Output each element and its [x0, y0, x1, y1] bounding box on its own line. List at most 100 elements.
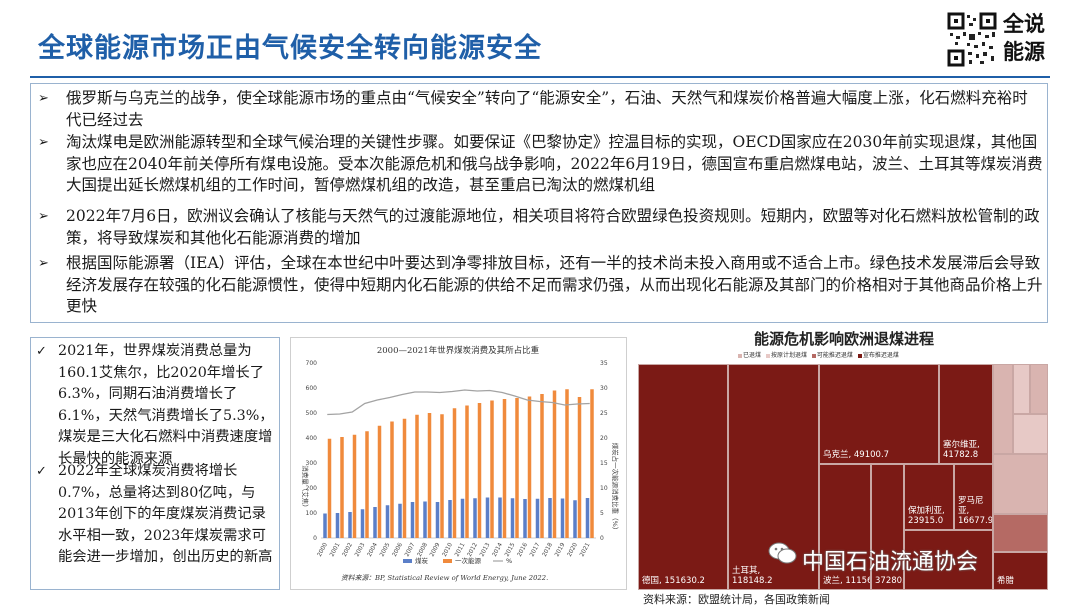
y-tick-label-left: 500	[306, 410, 318, 417]
treemap-cell-germany: 德国, 151630.2	[638, 364, 728, 590]
bar-primary-energy	[465, 405, 469, 538]
x-tick-label: 2001	[329, 542, 341, 558]
x-tick-label: 2021	[579, 542, 591, 558]
bar-primary-energy	[577, 397, 582, 538]
coal-consumption-chart: 2000—2021年世界煤炭消费及其所占比重 01002003004005006…	[301, 345, 620, 582]
bar-coal	[348, 512, 352, 538]
bar-coal	[573, 500, 577, 538]
x-tick-label: 2003	[354, 542, 366, 558]
treemap-cell-poland: 波兰, 111560.3	[819, 464, 871, 590]
coal-phaseout-treemap: 能源危机影响欧洲退煤进程 已退煤 按原计划退煤 可能推迟退煤 宣布推迟退煤 德国…	[636, 324, 1052, 592]
treemap-cell-czech: 37280.9	[871, 464, 904, 590]
bar-coal	[585, 498, 590, 538]
x-tick-label: 2015	[504, 542, 516, 558]
bar-primary-energy	[490, 400, 494, 538]
treemap-cell-serbia: 塞尔维亚, 41782.8	[939, 364, 993, 464]
treemap-cell-label: 希腊	[997, 576, 1015, 586]
logo-line-2: 能源	[1003, 39, 1045, 64]
summary-box	[30, 83, 1048, 323]
treemap-title: 能源危机影响欧洲退煤进程	[753, 330, 934, 348]
coal-stats-text: 2021年，世界煤炭消费总量为160.1艾焦尔，比2020年增长了6.3%，同期…	[58, 343, 274, 467]
treemap-cell-small	[993, 454, 1048, 514]
bar-coal	[448, 500, 452, 538]
legend-swatch	[765, 353, 770, 358]
bar-coal	[498, 497, 502, 538]
legend-label-primary: 一次能源	[455, 556, 482, 565]
treemap-legend-item: 可能推迟退煤	[811, 352, 853, 359]
treemap-legend: 已退煤 按原计划退煤 可能推迟退煤 宣布推迟退煤	[738, 350, 1058, 359]
bar-coal	[385, 505, 390, 538]
arrow-bullet-icon: ➢	[38, 91, 49, 106]
bar-primary-energy	[540, 394, 544, 538]
x-tick-label: 2011	[454, 542, 466, 558]
bar-coal	[473, 498, 477, 538]
legend-label: 宣布推迟退煤	[862, 352, 899, 359]
x-tick-label: 2010	[442, 542, 454, 558]
treemap-cell-label: 土耳其, 118148.2	[732, 566, 773, 586]
x-tick-label: 2014	[492, 542, 504, 558]
arrow-bullet-icon: ➢	[38, 209, 49, 224]
title-divider	[30, 76, 1050, 78]
summary-bullet-text: 淘汰煤电是欧洲能源转型和全球气候治理的关键性步骤。如要保证《巴黎协定》控温目标的…	[66, 133, 1043, 194]
chart-title: 2000—2021年世界煤炭消费及其所占比重	[377, 345, 540, 356]
treemap-cell-small	[993, 364, 1013, 454]
treemap-cell-label: 乌克兰, 49100.7	[823, 450, 890, 460]
y-tick-label-left: 200	[306, 485, 318, 492]
x-tick-label: 2019	[554, 542, 566, 558]
bar-coal	[560, 498, 565, 538]
legend-swatch	[857, 353, 862, 358]
check-bullet-icon: ✓	[36, 344, 47, 359]
bar-primary-energy	[390, 421, 394, 538]
line-coal-share	[327, 389, 590, 416]
legend-swatch	[811, 353, 816, 358]
y-tick-label-right: 20	[600, 435, 608, 442]
y-tick-label-left: 0	[313, 535, 317, 542]
y-tick-label-left: 100	[306, 510, 318, 517]
bar-primary-energy	[402, 418, 407, 538]
treemap-cell-ukraine: 乌克兰, 49100.7	[819, 364, 939, 464]
legend-swatch	[738, 353, 742, 358]
y-axis-left-label: 消费量（艾焦）	[301, 465, 310, 511]
summary-bullet: ➢ 2022年7月6日，欧洲议会确认了核能与天然气的过渡能源地位，相关项目将符合…	[38, 206, 1043, 249]
treemap-cell-label: 塞尔维亚, 41782.8	[943, 440, 980, 460]
arrow-bullet-icon: ➢	[38, 135, 49, 150]
legend-swatch-primary	[443, 559, 452, 563]
x-tick-label: 2020	[567, 542, 579, 558]
y-tick-label-right: 35	[600, 360, 608, 367]
y-tick-label-right: 0	[600, 535, 604, 542]
bar-primary-energy	[565, 389, 569, 538]
bar-coal	[523, 499, 527, 538]
page-title: 全球能源市场正由气候安全转向能源安全	[38, 33, 542, 64]
treemap-cell-label: 罗马尼 亚, 16677.9	[958, 496, 993, 526]
y-axis-right-label: 煤炭占一次能源消费比重（%）	[611, 443, 620, 534]
treemap-cell-small	[1013, 414, 1048, 454]
coal-consumption-chart-panel: 2000—2021年世界煤炭消费及其所占比重 0 100 200 300 400 500 6…	[290, 337, 627, 590]
x-tick-label: 2013	[479, 542, 491, 558]
treemap-cell-bulgaria: 保加利亚, 23915.0	[904, 464, 954, 530]
treemap-cell-small	[1013, 364, 1030, 414]
treemap-cell-small	[993, 514, 1048, 552]
summary-bullet: ➢ 淘汰煤电是欧洲能源转型和全球气候治理的关键性步骤。如要保证《巴黎协定》控温目…	[38, 132, 1043, 197]
treemap-legend-item: 按原计划退煤	[765, 352, 807, 359]
bar-coal	[373, 507, 377, 538]
x-tick-label: 2016	[517, 542, 529, 558]
treemap-cell-label: 保加利亚, 23915.0	[908, 506, 945, 526]
x-tick-label: 2012	[467, 542, 479, 558]
y-tick-label-left: 700	[306, 360, 318, 367]
x-tick-label: 2009	[429, 542, 441, 558]
check-bullet-icon: ✓	[36, 464, 47, 479]
treemap-legend-item: 宣布推迟退煤	[857, 352, 899, 359]
bar-primary-energy	[552, 390, 557, 538]
bar-coal	[435, 502, 440, 538]
x-tick-label: 2018	[542, 542, 554, 558]
treemap-cell-romania: 罗马尼 亚, 16677.9	[954, 464, 993, 530]
legend-label: 已退煤	[743, 352, 762, 359]
x-tick-label: 2002	[342, 542, 354, 558]
coal-stats-bullet: ✓ 2022年全球煤炭消费将增长0.7%，总量将达到80亿吨，与2013年创下的…	[36, 461, 276, 569]
bar-coal	[535, 498, 540, 538]
y-tick-label-right: 15	[600, 460, 608, 467]
bar-primary-energy	[377, 425, 382, 538]
coal-stats-box	[30, 337, 280, 590]
bar-primary-energy	[477, 403, 482, 538]
treemap-cell-label: 波兰, 111560.3	[823, 576, 870, 586]
